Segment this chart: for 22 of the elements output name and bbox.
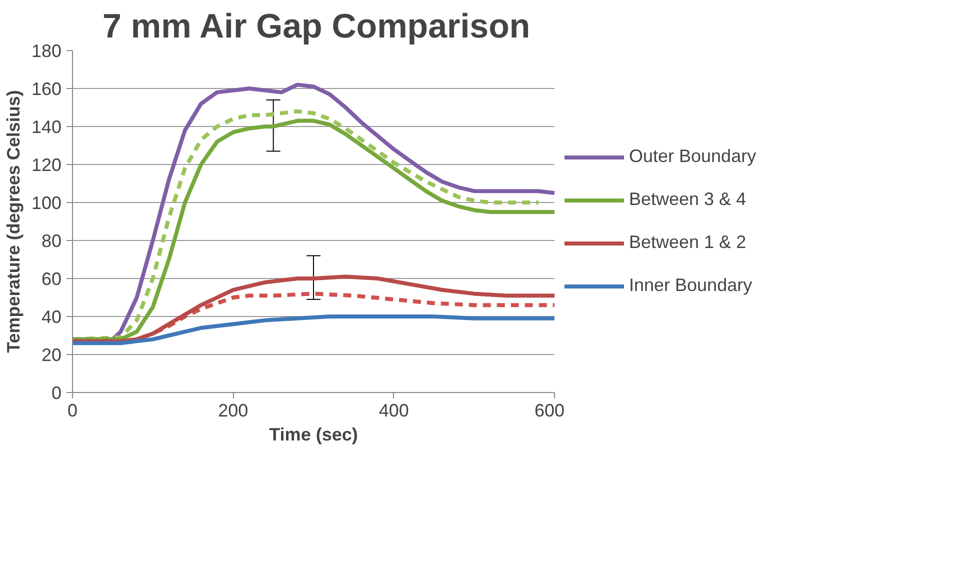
x-tick-label: 0 (67, 400, 78, 420)
x-tick-label: 400 (378, 400, 409, 420)
y-tick-label: 20 (41, 345, 62, 365)
y-tick-label: 0 (51, 383, 62, 403)
x-tick-label: 200 (218, 400, 248, 420)
y-tick-label: 80 (41, 231, 62, 251)
y-tick-label: 100 (31, 193, 62, 213)
legend-label: Outer Boundary (629, 146, 756, 167)
legend-label: Between 1 & 2 (629, 232, 746, 253)
y-axis-title: Temperature (degrees Celsius) (3, 90, 24, 353)
y-tick-label: 140 (31, 117, 62, 137)
y-tick-label: 40 (41, 307, 62, 327)
legend-label: Between 3 & 4 (629, 189, 746, 210)
chart-title: 7 mm Air Gap Comparison (102, 8, 530, 46)
y-tick-label: 160 (31, 79, 62, 99)
line-series (72, 314, 554, 346)
y-tick-label: 60 (41, 269, 62, 289)
y-tick-label: 180 (31, 41, 62, 61)
x-axis-title: Time (sec) (269, 424, 358, 444)
x-tick-label: 600 (534, 400, 565, 420)
y-tick-label: 120 (31, 155, 62, 175)
legend-label: Inner Boundary (629, 275, 752, 296)
